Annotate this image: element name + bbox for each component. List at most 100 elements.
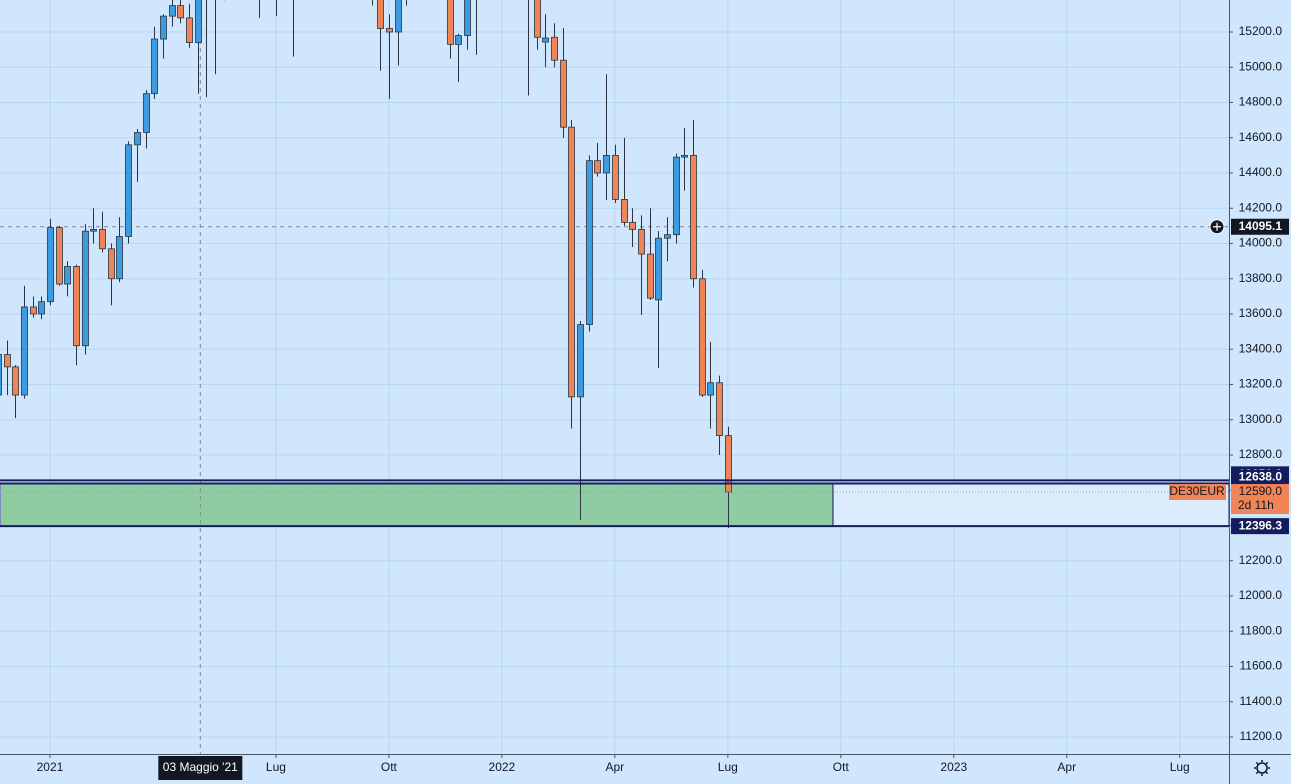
x-tick-label: Apr [606, 760, 625, 774]
y-tick-label: 13000.0 [1239, 412, 1283, 426]
level-label-box [1231, 518, 1289, 535]
candle-body [30, 306, 37, 315]
candle-body [99, 229, 106, 250]
y-tick-label: 12200.0 [1239, 553, 1283, 567]
candle-body [169, 5, 176, 17]
x-tick-label: 2023 [940, 760, 967, 774]
candle-body [664, 234, 671, 239]
y-tick-label: 13800.0 [1239, 271, 1283, 285]
candle-body [560, 59, 567, 128]
candle-body [186, 17, 193, 43]
candle-body [725, 435, 732, 493]
last-price-label: 12590.0 [1239, 484, 1283, 498]
plot-area [0, 0, 1229, 754]
crosshair-x-box [158, 756, 243, 780]
candle-body [160, 15, 167, 40]
candle-body [0, 354, 2, 396]
countdown: 2d 11h [1238, 498, 1274, 512]
y-tick-label: 14600.0 [1239, 130, 1283, 144]
crosshair-x-label: 03 Maggio '21 [163, 760, 238, 774]
candle-body [377, 0, 384, 29]
candle-body [603, 154, 610, 174]
zone [0, 483, 834, 527]
candle-body [125, 144, 132, 237]
candle-body [621, 199, 628, 223]
x-tick-label: 2021 [37, 760, 64, 774]
candle-body [638, 229, 645, 255]
candle-body [647, 253, 654, 299]
candle-body [542, 37, 549, 43]
candle-body [612, 154, 619, 200]
y-tick-label: 14000.0 [1239, 236, 1283, 250]
candle-body [707, 382, 714, 396]
candle-body [116, 236, 123, 280]
candle-body [90, 229, 97, 232]
candle-body [195, 0, 202, 43]
candle-body [655, 237, 662, 301]
candle-body [577, 324, 584, 398]
y-tick-label: 14400.0 [1239, 165, 1283, 179]
candle-body [464, 0, 471, 36]
candle-body [386, 28, 393, 33]
candle-body [681, 154, 688, 158]
y-tick-label: 13400.0 [1239, 341, 1283, 355]
candle-body [108, 248, 115, 280]
settings-icon[interactable] [1254, 760, 1270, 776]
candle-body [586, 160, 593, 325]
x-tick-label: Ott [381, 760, 398, 774]
level-label: 12638.0 [1239, 470, 1283, 484]
zone-projection [832, 483, 1229, 527]
last-price-box [1231, 484, 1289, 515]
candle-body [629, 221, 636, 230]
gear-teeth [1254, 760, 1270, 776]
y-tick-label: 11400.0 [1240, 694, 1283, 708]
candle-body [47, 227, 54, 303]
candle-body [56, 227, 63, 285]
candle-body [82, 230, 89, 347]
y-tick-label: 12800.0 [1239, 447, 1283, 461]
candle-body [21, 306, 28, 396]
candle-body [4, 354, 11, 368]
axes: 11200.0 11400.0 11600.0 11800.0 12000.0 12200… [37, 24, 1289, 780]
x-tick-label: Lug [718, 760, 738, 774]
candle-body [594, 160, 601, 174]
y-tick-label: 11200.0 [1240, 729, 1283, 743]
candle-body [534, 0, 541, 38]
candle-body [447, 0, 454, 45]
grid [0, 0, 1229, 754]
x-tick-label: Ott [833, 760, 850, 774]
add-alert-plus [1213, 222, 1221, 231]
candle-body [151, 38, 158, 95]
gear-ring [1256, 762, 1268, 774]
x-tick-label: Lug [1170, 760, 1190, 774]
y-tick-label: 15200.0 [1239, 24, 1283, 38]
candle-body [699, 278, 706, 396]
symbol-box [1169, 484, 1226, 501]
symbol-label: DE30EUR [1169, 484, 1225, 498]
candle-body [568, 126, 575, 398]
crosshair-y-box [1231, 218, 1289, 235]
candle-body [64, 266, 71, 285]
candle-body [177, 5, 184, 19]
candle-body [716, 382, 723, 437]
x-tick-label: Lug [266, 760, 286, 774]
y-tick-label: 13600.0 [1239, 306, 1283, 320]
y-tick-label: 13200.0 [1239, 377, 1283, 391]
candle-body [673, 156, 680, 236]
y-tick-label: 15000.0 [1239, 59, 1283, 73]
candle-body [73, 266, 80, 347]
y-tick-label: 12000.0 [1239, 588, 1283, 602]
x-tick-label: 2022 [489, 760, 516, 774]
y-tick-label: 11800.0 [1240, 623, 1283, 637]
candle-body [551, 36, 558, 61]
crosshair-y-label: 14095.1 [1239, 219, 1283, 233]
x-tick-label: Apr [1057, 760, 1076, 774]
level-label-box [1231, 469, 1289, 486]
y-tick-label: 14200.0 [1239, 200, 1283, 214]
candle-body [455, 35, 462, 45]
candle-body [143, 93, 150, 133]
y-tick-label: 14800.0 [1239, 95, 1283, 109]
